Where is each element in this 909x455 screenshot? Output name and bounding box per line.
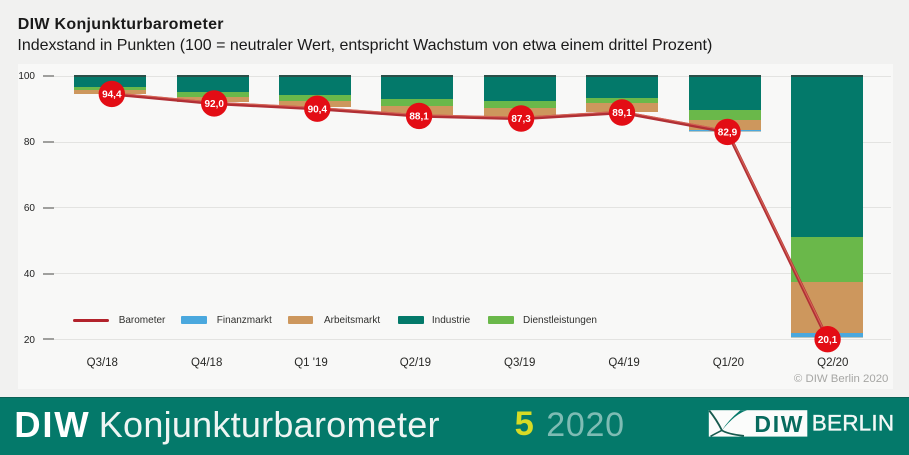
svg-text:90,4: 90,4	[308, 104, 328, 115]
svg-text:94,4: 94,4	[102, 90, 122, 101]
svg-text:89,1: 89,1	[612, 108, 632, 119]
svg-text:82,9: 82,9	[718, 128, 738, 139]
svg-text:92,0: 92,0	[204, 99, 224, 110]
svg-text:88,1: 88,1	[409, 112, 429, 123]
svg-text:BERLIN: BERLIN	[812, 410, 894, 435]
svg-text:20,1: 20,1	[818, 335, 838, 346]
svg-text:DIW: DIW	[754, 411, 804, 437]
svg-text:87,3: 87,3	[511, 114, 531, 125]
